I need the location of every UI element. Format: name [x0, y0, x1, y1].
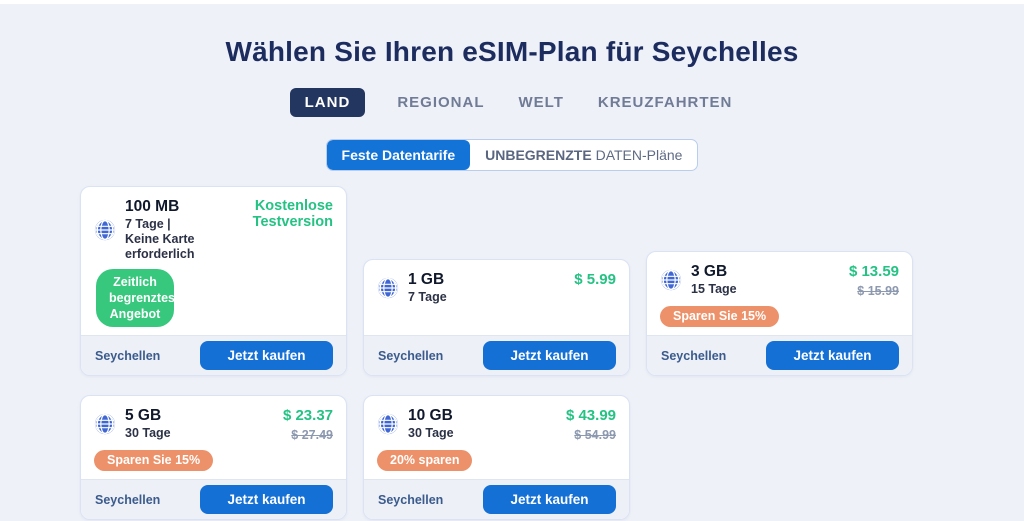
plan-duration: 30 Tage: [125, 426, 171, 440]
promo-badge: Sparen Sie 15%: [94, 450, 214, 471]
plan-text: 1 GB 7 Tage: [408, 271, 447, 305]
plan-scope-tabs: LAND REGIONAL WELT KREUZFAHRTEN: [0, 88, 1024, 117]
globe-icon: [94, 413, 116, 435]
page-title-prefix: Wählen Sie Ihren eSIM-Plan für: [225, 36, 652, 67]
plan-text: 5 GB 30 Tage: [125, 407, 171, 441]
plan-pricing: Kostenlose Testversion: [206, 198, 333, 230]
buy-now-button[interactable]: Jetzt kaufen: [766, 341, 899, 370]
globe-icon: [377, 413, 399, 435]
plan-price: $ 43.99: [565, 407, 616, 424]
plan-duration: 15 Tage: [691, 282, 737, 296]
toggle-unlimited-rest-text: DATEN-Pläne: [591, 147, 683, 163]
plan-region-label: Seychellen: [378, 492, 444, 507]
plan-data-amount: 10 GB: [408, 407, 453, 424]
plan-card-body: 1 GB 7 Tage $ 5.99: [364, 260, 629, 335]
plan-info: 1 GB 7 Tage: [377, 271, 447, 305]
plan-old-price: $ 27.49: [291, 428, 333, 442]
plan-header: 1 GB 7 Tage $ 5.99: [377, 271, 616, 305]
plan-card-body: 10 GB 30 Tage $ 43.99 $ 54.99 20% sparen: [364, 396, 629, 479]
plan-duration: 7 Tage | Keine Karte erforderlich: [125, 217, 195, 261]
plan-card-footer: Seychellen Jetzt kaufen: [364, 335, 629, 375]
plan-price: $ 5.99: [574, 271, 616, 288]
plan-header: 3 GB 15 Tage $ 13.59 $ 15.99: [660, 263, 899, 298]
tab-land[interactable]: LAND: [289, 88, 366, 117]
plan-old-price: $ 15.99: [857, 284, 899, 298]
globe-icon: [377, 277, 399, 299]
plan-old-price: $ 54.99: [574, 428, 616, 442]
plan-card: 3 GB 15 Tage $ 13.59 $ 15.99 Sparen Sie …: [646, 251, 913, 376]
promo-badge: Zeitlich begrenztes Angebot: [96, 269, 175, 327]
plan-info: 10 GB 30 Tage: [377, 407, 454, 441]
toggle-fixed-data-plans[interactable]: Feste Datentarife: [326, 140, 471, 170]
plan-pricing: $ 23.37 $ 27.49: [283, 407, 333, 442]
plan-header: 5 GB 30 Tage $ 23.37 $ 27.49: [94, 407, 333, 442]
plan-price: $ 13.59: [848, 263, 899, 280]
plan-region-label: Seychellen: [378, 348, 444, 363]
plan-header: 10 GB 30 Tage $ 43.99 $ 54.99: [377, 407, 616, 442]
buy-now-button[interactable]: Jetzt kaufen: [200, 341, 333, 370]
plan-card-footer: Seychellen Jetzt kaufen: [81, 479, 346, 519]
plan-card-body: 100 MB 7 Tage | Keine Karte erforderlich…: [81, 187, 346, 335]
plan-text: 100 MB 7 Tage | Keine Karte erforderlich: [125, 198, 206, 262]
plan-data-amount: 1 GB: [408, 271, 445, 288]
plan-info: 3 GB 15 Tage: [660, 263, 737, 297]
promo-badge: Sparen Sie 15%: [660, 306, 780, 327]
page-title-country: Seychelles: [651, 36, 799, 67]
plan-card-footer: Seychellen Jetzt kaufen: [81, 335, 346, 375]
buy-now-button[interactable]: Jetzt kaufen: [483, 485, 616, 514]
top-strip: [0, 0, 1024, 4]
plan-pricing: $ 5.99: [574, 271, 616, 288]
plan-data-amount: 3 GB: [691, 263, 728, 280]
globe-icon: [94, 219, 116, 241]
plan-text: 10 GB 30 Tage: [408, 407, 454, 441]
plan-data-amount: 5 GB: [125, 407, 162, 424]
buy-now-button[interactable]: Jetzt kaufen: [483, 341, 616, 370]
buy-now-button[interactable]: Jetzt kaufen: [200, 485, 333, 514]
plan-card-footer: Seychellen Jetzt kaufen: [364, 479, 629, 519]
plan-info: 100 MB 7 Tage | Keine Karte erforderlich: [94, 198, 206, 262]
tab-welt[interactable]: WELT: [516, 89, 565, 116]
plan-price: $ 23.37: [282, 407, 333, 424]
plan-card: 100 MB 7 Tage | Keine Karte erforderlich…: [80, 186, 347, 376]
plan-card-footer: Seychellen Jetzt kaufen: [647, 335, 912, 375]
plan-pricing: $ 43.99 $ 54.99: [566, 407, 616, 442]
plan-header: 100 MB 7 Tage | Keine Karte erforderlich…: [94, 198, 333, 262]
plan-type-toggle: Feste Datentarife UNBEGRENZTE DATEN-Plän…: [325, 139, 699, 171]
toggle-unlimited-data-plans[interactable]: UNBEGRENZTE DATEN-Pläne: [470, 140, 697, 170]
page-title: Wählen Sie Ihren eSIM-Plan für Seychelle…: [0, 36, 1024, 68]
plan-card: 10 GB 30 Tage $ 43.99 $ 54.99 20% sparen…: [363, 395, 630, 520]
plan-region-label: Seychellen: [95, 348, 161, 363]
plan-region-label: Seychellen: [95, 492, 161, 507]
plan-pricing: $ 13.59 $ 15.99: [849, 263, 899, 298]
plan-data-amount: 100 MB: [125, 198, 180, 215]
plan-duration: 7 Tage: [408, 290, 447, 304]
plan-text: 3 GB 15 Tage: [691, 263, 737, 297]
plan-card-body: 3 GB 15 Tage $ 13.59 $ 15.99 Sparen Sie …: [647, 252, 912, 335]
globe-icon: [660, 269, 682, 291]
plan-card: 5 GB 30 Tage $ 23.37 $ 27.49 Sparen Sie …: [80, 395, 347, 520]
plan-cards-grid: 100 MB 7 Tage | Keine Karte erforderlich…: [80, 186, 914, 520]
plan-duration: 30 Tage: [408, 426, 454, 440]
plan-region-label: Seychellen: [661, 348, 727, 363]
free-trial-label: Kostenlose Testversion: [252, 198, 333, 230]
plan-card: 1 GB 7 Tage $ 5.99 Seychellen Jetzt kauf…: [363, 259, 630, 376]
toggle-unlimited-bold-text: UNBEGRENZTE: [485, 147, 592, 163]
plan-info: 5 GB 30 Tage: [94, 407, 171, 441]
tab-kreuzfahrten[interactable]: KREUZFAHRTEN: [596, 89, 735, 116]
promo-badge: 20% sparen: [377, 450, 473, 471]
plan-card-body: 5 GB 30 Tage $ 23.37 $ 27.49 Sparen Sie …: [81, 396, 346, 479]
tab-regional[interactable]: REGIONAL: [395, 89, 486, 116]
